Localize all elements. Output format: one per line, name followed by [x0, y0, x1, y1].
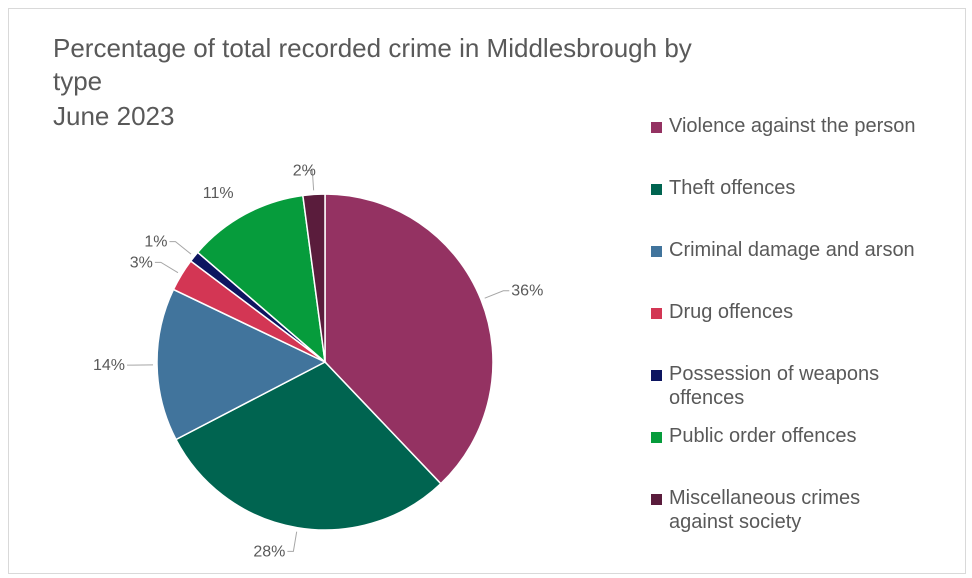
- legend-label: Public order offences: [669, 424, 857, 448]
- legend-label: Theft offences: [669, 176, 795, 200]
- legend-swatch: [651, 122, 662, 133]
- leader-line-weapons: [169, 242, 191, 255]
- data-label-violence: 36%: [511, 283, 543, 300]
- leader-line-drug: [155, 262, 178, 272]
- data-label-drug: 3%: [130, 254, 153, 271]
- legend-label: Drug offences: [669, 300, 793, 324]
- legend-swatch: [651, 370, 662, 381]
- leader-line-theft: [287, 532, 296, 552]
- legend-label: Violence against the person: [669, 114, 915, 138]
- leader-line-violence: [485, 291, 510, 298]
- legend-swatch: [651, 432, 662, 443]
- legend-swatch: [651, 494, 662, 505]
- data-label-misc: 2%: [293, 162, 316, 179]
- data-label-theft: 28%: [253, 543, 285, 560]
- legend-label: Criminal damage and arson: [669, 238, 915, 262]
- legend-swatch: [651, 308, 662, 319]
- data-label-weapons: 1%: [144, 234, 167, 251]
- legend-swatch: [651, 246, 662, 257]
- legend-swatch: [651, 184, 662, 195]
- legend-label: Miscellaneous crimes against society: [669, 486, 909, 534]
- data-label-public-order: 11%: [203, 185, 234, 202]
- data-label-criminal-damage: 14%: [93, 357, 125, 374]
- legend-label: Possession of weapons offences: [669, 362, 929, 410]
